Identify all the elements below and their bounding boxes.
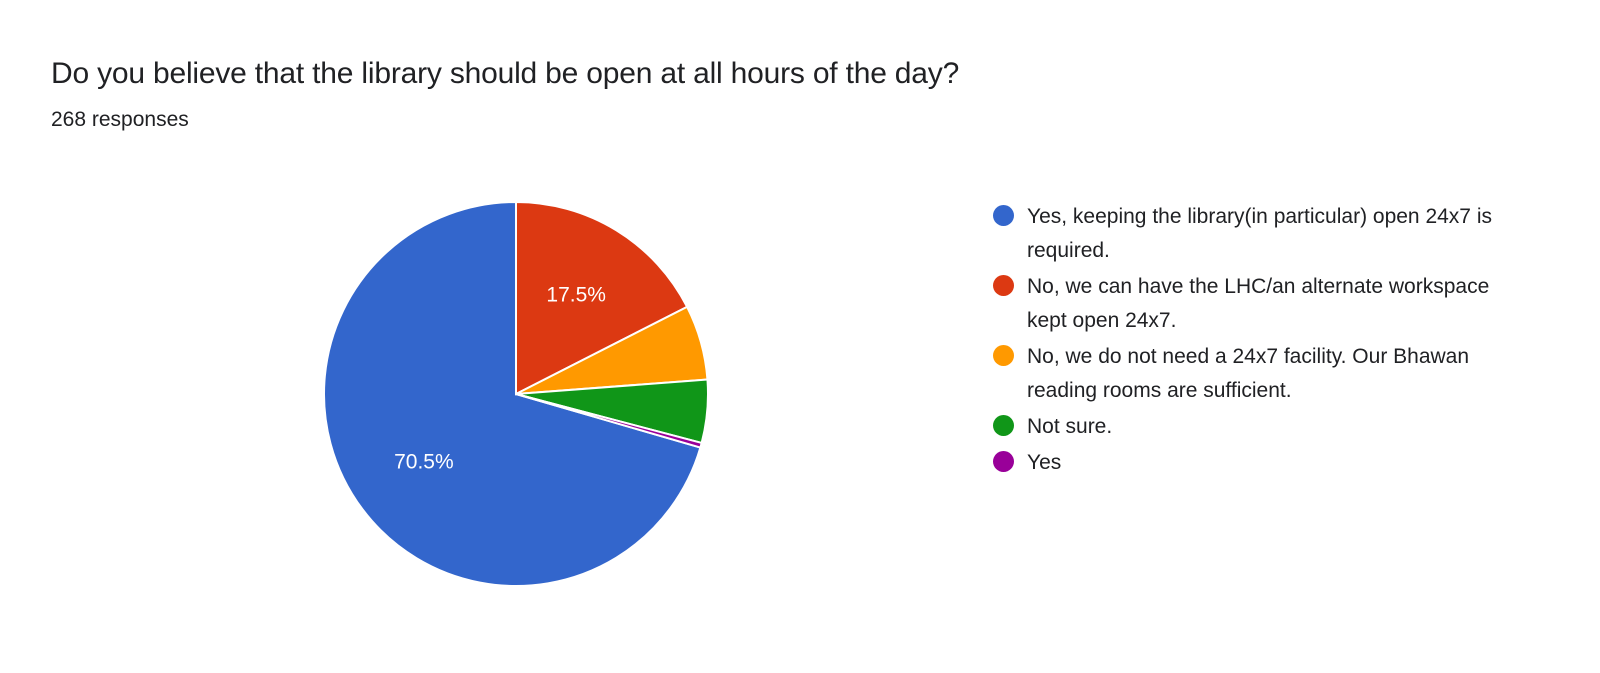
legend-item[interactable]: No, we can have the LHC/an alternate wor…: [993, 270, 1513, 338]
legend-item-label: No, we do not need a 24x7 facility. Our …: [1027, 345, 1470, 402]
pie-chart: 70.5% 17.5%: [323, 200, 709, 587]
legend-item-label: Yes: [1027, 451, 1062, 474]
legend-color-swatch-icon: [993, 275, 1014, 296]
legend-color-swatch-icon: [993, 205, 1014, 226]
pie-slice[interactable]: [323, 200, 702, 587]
legend-item[interactable]: Yes: [993, 446, 1513, 480]
legend-color-swatch-icon: [993, 415, 1014, 436]
legend-item-label: Yes, keeping the library(in particular) …: [1027, 205, 1492, 262]
pie-slice-label: 70.5%: [394, 451, 454, 474]
legend-item[interactable]: Not sure.: [993, 410, 1513, 444]
response-count-label: 268 responses: [51, 108, 189, 131]
legend-item[interactable]: Yes, keeping the library(in particular) …: [993, 200, 1513, 268]
pie-slice-group: [323, 200, 709, 587]
pie-slice[interactable]: [515, 393, 703, 449]
pie-label-group: 70.5% 17.5%: [394, 283, 606, 473]
legend-color-swatch-icon: [993, 451, 1014, 472]
chart-legend: Yes, keeping the library(in particular) …: [993, 200, 1513, 482]
legend-color-swatch-icon: [993, 345, 1014, 366]
legend-item[interactable]: No, we do not need a 24x7 facility. Our …: [993, 340, 1513, 408]
pie-slice[interactable]: [515, 200, 689, 396]
pie-slice-label: 17.5%: [546, 283, 606, 306]
legend-item-label: Not sure.: [1027, 415, 1113, 438]
legend-item-label: No, we can have the LHC/an alternate wor…: [1027, 275, 1490, 332]
page-title: Do you believe that the library should b…: [51, 57, 960, 90]
